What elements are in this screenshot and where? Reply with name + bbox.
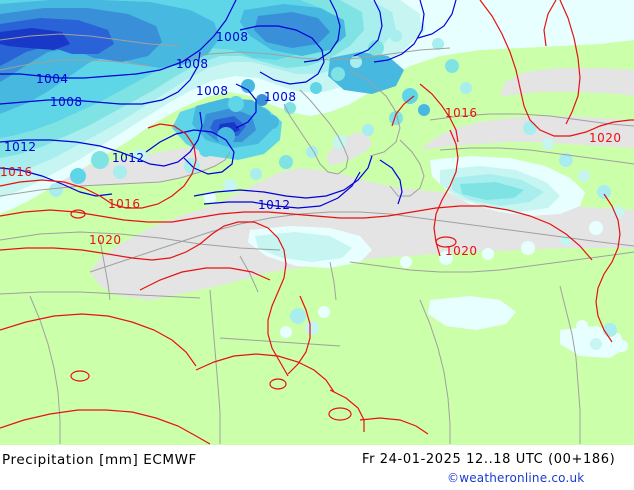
isobar-label: 1012 xyxy=(258,198,291,212)
model-run-date: Fr 24-01-2025 12..18 UTC (00+186) xyxy=(362,452,616,467)
isobar-label: 1016 xyxy=(0,165,33,179)
isobar-high-contours xyxy=(0,0,634,445)
isobar-label: 1016 xyxy=(445,106,478,120)
legend-footer: Precipitation [mm] ECMWF Fr 24-01-2025 1… xyxy=(0,445,634,490)
map-canvas xyxy=(0,0,634,445)
isobar-low-contours xyxy=(0,0,457,209)
isobar-label: 1012 xyxy=(112,151,145,165)
north-sea-patch xyxy=(500,68,634,96)
copyright-notice: ©weatheronline.co.uk xyxy=(447,471,585,485)
isobar-label: 1012 xyxy=(4,140,37,154)
isobar-label: 1008 xyxy=(196,84,229,98)
isobar-label: 1016 xyxy=(108,197,141,211)
precipitation-map[interactable]: 1004 1008 1008 1008 1008 1008 1012 1012 … xyxy=(0,0,634,445)
isobar-label: 1008 xyxy=(216,30,249,44)
isobar-label: 1020 xyxy=(589,131,622,145)
isobar-label: 1008 xyxy=(176,57,209,71)
legend-title: Precipitation [mm] ECMWF xyxy=(2,452,197,468)
isobar-label: 1020 xyxy=(89,233,122,247)
isobar-label: 1004 xyxy=(36,72,69,86)
isobar-label: 1008 xyxy=(50,95,83,109)
isobar-label: 1008 xyxy=(264,90,297,104)
isobar-label: 1020 xyxy=(445,244,478,258)
adriatic-sea xyxy=(326,132,372,166)
